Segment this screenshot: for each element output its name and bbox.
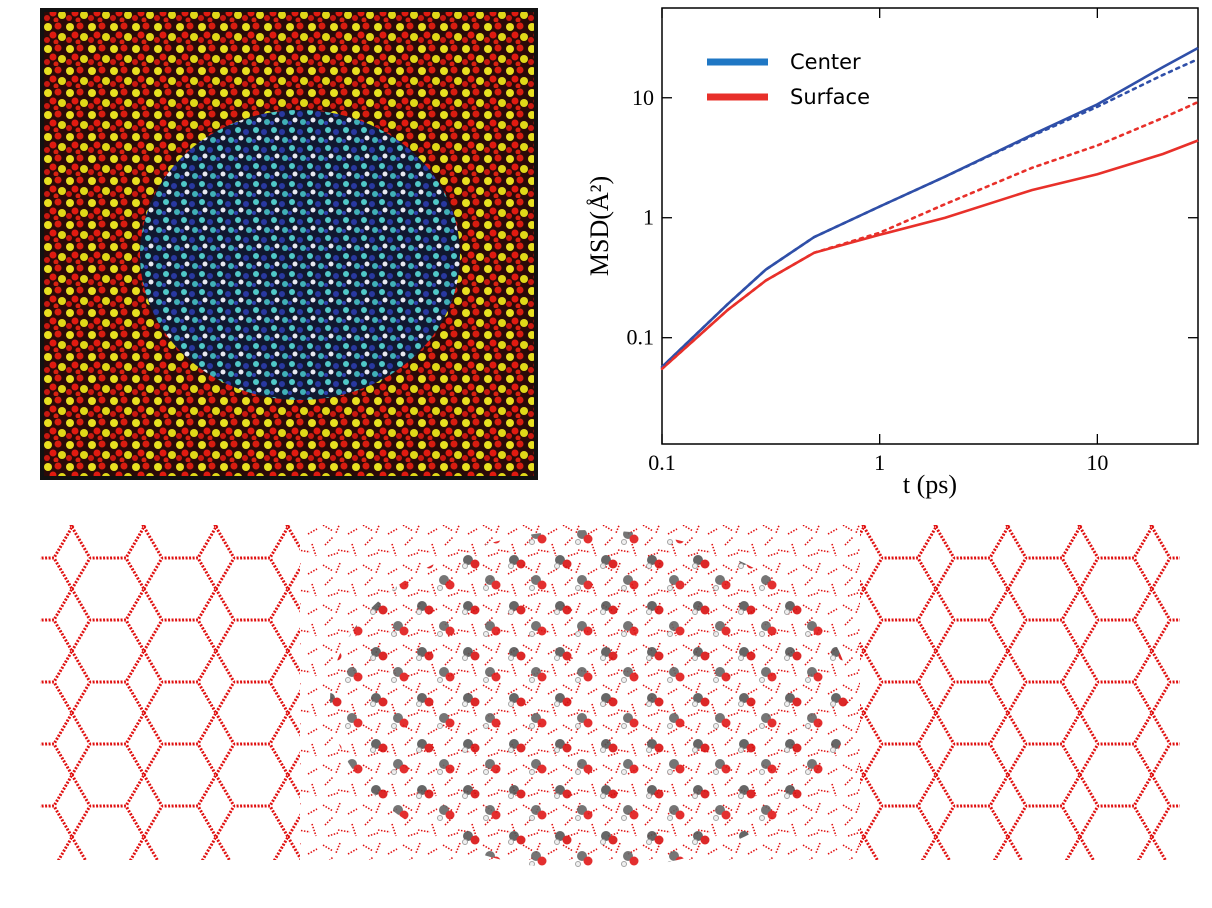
plot-frame [661,7,1199,445]
dotted-line [660,57,1200,369]
y-tick-label: 10 [632,85,654,110]
x-tick-label: 0.1 [648,450,676,475]
dotted-line [660,100,1200,371]
y-axis-label: MSD(Å²) [585,176,614,276]
droplet [140,110,460,400]
y-tick-label: 0.1 [627,325,655,350]
legend-label: Surface [790,85,870,109]
legend-label: Center [790,50,861,74]
plot: 0.1 1 10 0.1 1 10 Center Surface [627,8,1200,475]
series-line [661,139,1199,370]
solute-molecules [330,530,850,870]
x-tick-label: 1 [874,450,885,475]
x-axis-label: t (ps) [903,470,957,499]
x-tick-label: 10 [1086,450,1108,475]
series-line [661,46,1199,368]
y-tick-label: 1 [643,205,654,230]
